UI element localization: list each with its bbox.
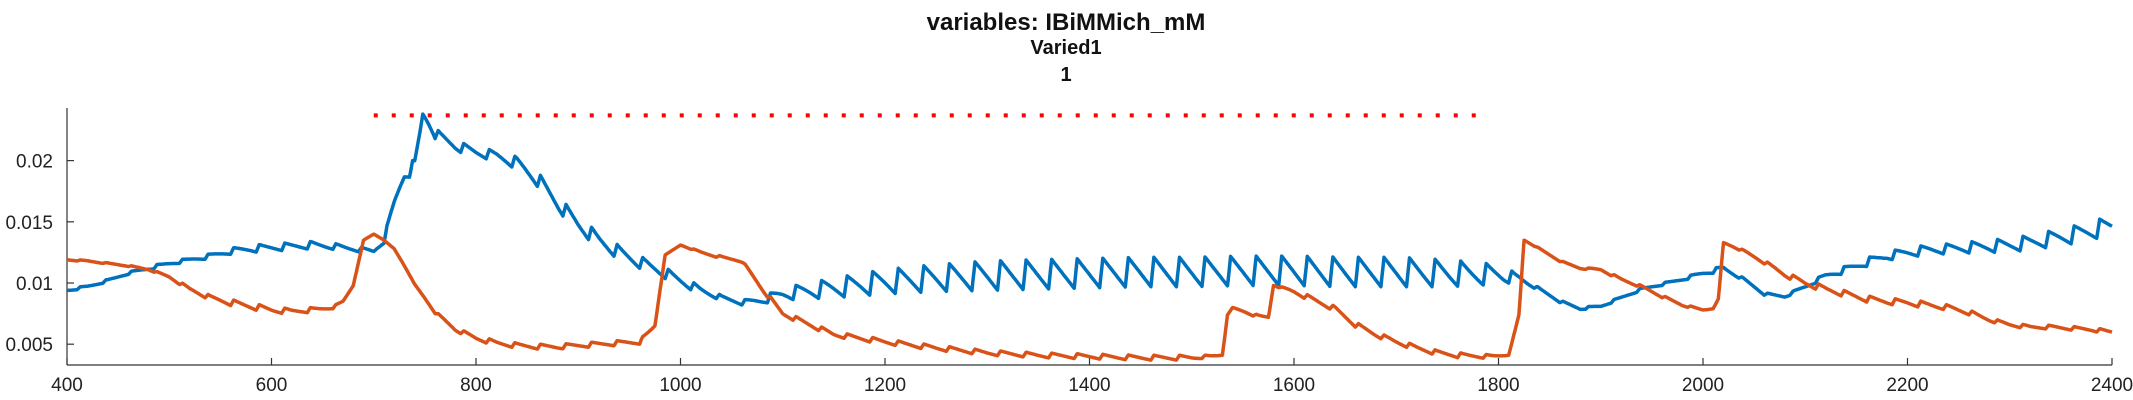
y-tick-label: 0.01 xyxy=(16,274,53,295)
x-tick-label: 2000 xyxy=(1682,375,1724,396)
y-tick-label: 0.005 xyxy=(5,335,53,356)
y-tick-label: 0.02 xyxy=(16,152,53,173)
x-tick-label: 1400 xyxy=(1068,375,1110,396)
x-tick-label: 2400 xyxy=(2091,375,2133,396)
axes xyxy=(66,108,2112,366)
chart-subtitle-line-1: Varied1 xyxy=(1030,37,1101,59)
chart-title: variables: IBiMMich_mM xyxy=(927,9,1206,36)
axis-ticks: 400 600 800 1000 1200 1400 1600 1800 2000 2200 240… xyxy=(5,152,2133,396)
chart-subtitle-line-2: 1 xyxy=(1060,64,1071,86)
series-1-line xyxy=(66,112,2113,312)
x-tick-label: 1200 xyxy=(864,375,906,396)
x-tick-label: 2200 xyxy=(1886,375,1928,396)
y-tick-label: 0.015 xyxy=(5,213,53,234)
x-tick-label: 800 xyxy=(460,375,492,396)
x-tick-label: 600 xyxy=(256,375,288,396)
x-tick-label: 1800 xyxy=(1477,375,1519,396)
series-layer xyxy=(66,112,2113,362)
x-tick-label: 400 xyxy=(51,375,83,396)
x-tick-label: 1000 xyxy=(659,375,701,396)
x-tick-label: 1600 xyxy=(1273,375,1315,396)
series-2-line xyxy=(66,232,2113,362)
